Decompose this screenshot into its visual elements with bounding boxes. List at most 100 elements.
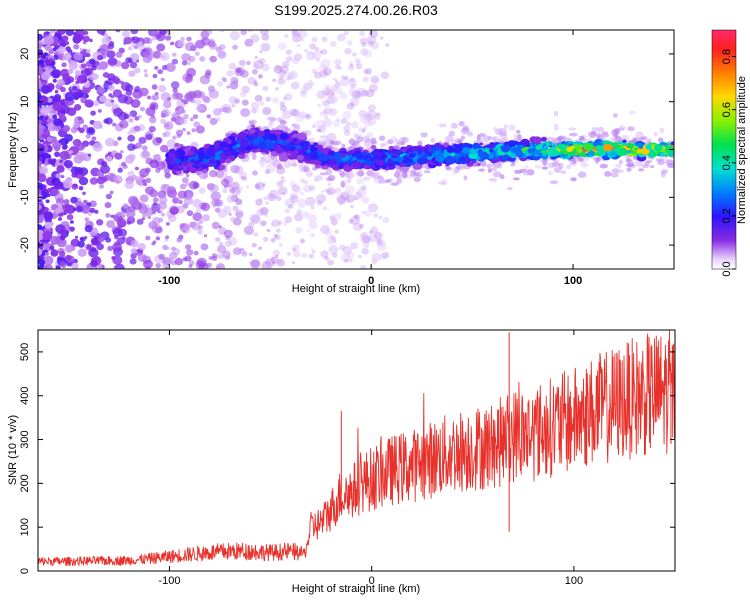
spectrogram-cell bbox=[358, 110, 367, 118]
spectrogram-cell bbox=[493, 127, 498, 131]
spectrogram-cell bbox=[185, 182, 190, 187]
spectrogram-cell bbox=[82, 191, 86, 195]
spectrogram-cell bbox=[250, 124, 256, 128]
spectrogram-cell bbox=[217, 209, 228, 219]
spectrogram-cell bbox=[351, 121, 359, 129]
spectrogram-cell bbox=[106, 50, 116, 59]
spectrogram-cell bbox=[181, 162, 186, 166]
spectrogram-y-axis-label: Frequency (Hz) bbox=[7, 112, 19, 188]
spectrogram-cell bbox=[363, 69, 369, 74]
spectrogram-cell bbox=[175, 129, 184, 137]
spectrogram-cell bbox=[165, 156, 174, 164]
spectrogram-cell bbox=[323, 115, 329, 120]
spectrogram-cell bbox=[298, 111, 307, 119]
spectrogram-cell bbox=[73, 154, 84, 164]
spectrogram-cell bbox=[200, 202, 211, 212]
spectrogram-cell bbox=[162, 244, 168, 250]
spectrogram-cell bbox=[581, 150, 586, 155]
spectrogram-cell bbox=[573, 143, 581, 150]
spectrogram-cell bbox=[290, 81, 300, 90]
spectrogram-cell bbox=[253, 59, 264, 70]
spectrogram-cell bbox=[356, 60, 362, 66]
spectrogram-cell bbox=[258, 246, 263, 250]
snr-frame bbox=[37, 329, 676, 572]
spectrogram-cell bbox=[395, 161, 399, 164]
spectrogram-cell bbox=[379, 253, 386, 260]
spectrogram-cell bbox=[70, 196, 78, 204]
spectrogram-cell bbox=[438, 123, 447, 128]
spectrogram-cell bbox=[276, 180, 284, 188]
spectrogram-cell bbox=[317, 200, 322, 205]
spectrogram-cell bbox=[242, 176, 248, 181]
spectrogram-cell bbox=[339, 171, 346, 178]
spectrogram-cell bbox=[155, 263, 161, 269]
spectrogram-cell bbox=[131, 174, 138, 181]
spectrogram-cell bbox=[337, 196, 347, 205]
spectrogram-cell bbox=[40, 84, 51, 94]
spectrogram-cell bbox=[524, 150, 529, 155]
spectrogram-cell bbox=[266, 228, 271, 233]
spectrogram-cell bbox=[233, 79, 239, 85]
spectrogram-cell bbox=[121, 61, 130, 70]
spectrogram-cell bbox=[107, 245, 113, 252]
spectrogram-cell bbox=[332, 239, 337, 243]
spectrogram-cell bbox=[203, 234, 208, 238]
spectrogram-cell bbox=[647, 150, 657, 158]
spectrogram-cell bbox=[87, 127, 94, 134]
spectrogram-cell bbox=[287, 152, 292, 156]
spectrogram-cell bbox=[391, 149, 395, 153]
spectrogram-cell bbox=[392, 155, 396, 159]
spectrogram-cell bbox=[130, 239, 139, 248]
spectrogram-cell bbox=[354, 214, 359, 219]
spectrogram-cell bbox=[287, 72, 295, 80]
spectrogram-cell bbox=[480, 159, 487, 167]
spectrogram-cell bbox=[319, 70, 328, 78]
spectrogram-cell bbox=[226, 85, 230, 89]
spectrogram-cell bbox=[74, 235, 79, 239]
spectrogram-cell bbox=[281, 191, 285, 195]
spectrogram-cell bbox=[63, 199, 70, 205]
spectrogram-cell bbox=[373, 113, 381, 120]
spectrogram-cell bbox=[203, 154, 211, 160]
spectrogram-cell bbox=[363, 241, 370, 249]
spectrogram-cell bbox=[38, 33, 43, 41]
spectrogram-cell bbox=[258, 58, 266, 64]
spectrogram-cell bbox=[568, 127, 577, 131]
spectrogram-cell bbox=[101, 177, 107, 183]
spectrogram-cell bbox=[313, 71, 322, 79]
spectrogram-cell bbox=[227, 237, 238, 246]
spectrogram-cell bbox=[249, 261, 254, 265]
spectrogram-cell bbox=[547, 162, 556, 169]
spectrogram-cell bbox=[579, 137, 586, 142]
spectrogram-cell bbox=[153, 154, 161, 162]
spectrogram-cell bbox=[88, 248, 99, 258]
spectrogram-cell bbox=[373, 213, 379, 218]
spectrogram-cell bbox=[443, 136, 452, 140]
spectrogram-cell bbox=[197, 91, 206, 99]
spectrogram-cell bbox=[289, 192, 298, 200]
spectrogram-cell bbox=[368, 84, 378, 93]
spectrogram-cell bbox=[271, 261, 276, 265]
spectrogram-cell bbox=[287, 204, 293, 209]
spectrogram-cell bbox=[254, 55, 258, 60]
spectrogram-cell bbox=[278, 69, 287, 78]
spectrogram-cell bbox=[141, 145, 148, 151]
spectrogram-cell bbox=[112, 227, 123, 237]
spectrogram-cell bbox=[359, 30, 365, 36]
spectrogram-cell bbox=[43, 211, 54, 221]
spectrogram-cell bbox=[286, 252, 291, 256]
spectrogram-cell bbox=[423, 153, 429, 158]
spectrogram-cell bbox=[417, 140, 423, 147]
spectrogram-cell bbox=[627, 126, 635, 132]
spectrogram-cell bbox=[184, 255, 192, 262]
spectrogram-cell bbox=[131, 248, 138, 255]
spectrogram-cell bbox=[139, 194, 149, 203]
spectrogram-cell bbox=[280, 176, 285, 180]
spectrogram-cell bbox=[262, 107, 272, 116]
spectrogram-cell bbox=[148, 221, 158, 230]
spectrogram-cell bbox=[327, 259, 334, 266]
spectrogram-cell bbox=[248, 221, 255, 228]
spectrogram-cell bbox=[271, 219, 281, 228]
spectrogram-cell bbox=[206, 30, 213, 35]
spectrogram-cell bbox=[253, 232, 259, 237]
